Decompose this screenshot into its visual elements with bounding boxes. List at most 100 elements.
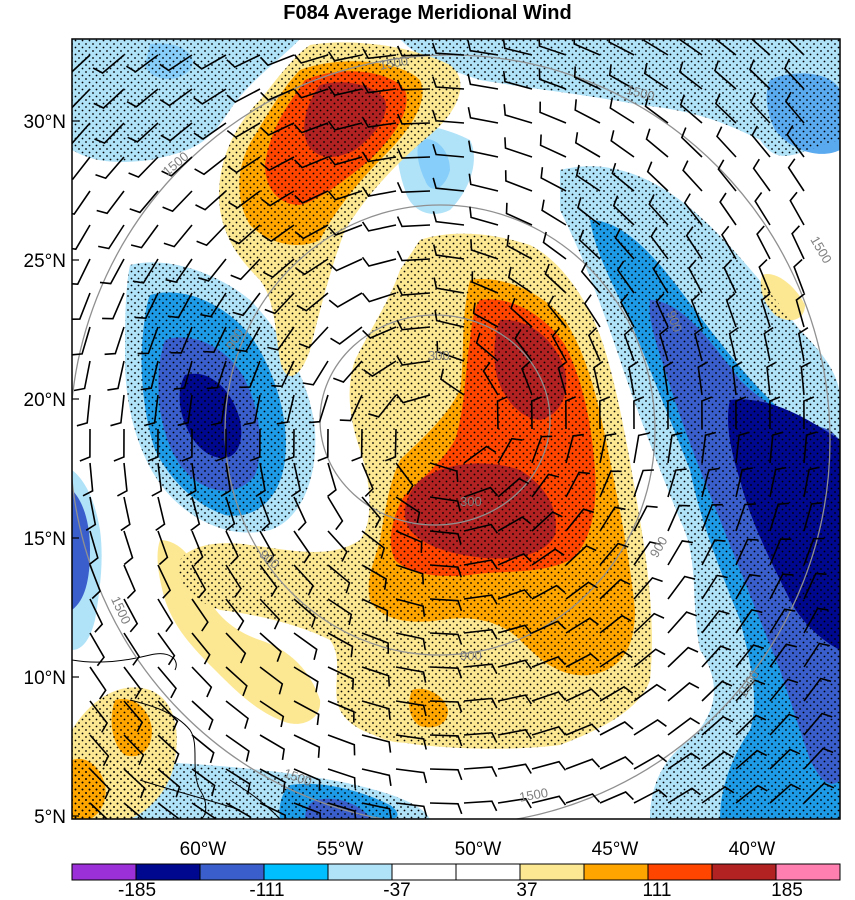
contour-label: 300	[460, 494, 482, 509]
wind-barb	[385, 428, 397, 462]
wind-barb	[73, 360, 91, 392]
wind-barb	[497, 516, 532, 532]
wind-barb	[293, 632, 318, 660]
wind-barb	[89, 564, 102, 600]
wind-barb	[565, 581, 599, 600]
wind-barb	[633, 469, 654, 498]
wind-barb	[717, 159, 737, 192]
wind-barb	[225, 768, 251, 795]
wind-barb	[76, 394, 91, 427]
wind-barb	[758, 259, 771, 294]
wind-barb	[667, 611, 697, 634]
wind-barb	[608, 39, 635, 56]
wind-barb	[155, 496, 166, 532]
wind-barb	[395, 530, 423, 553]
wind-barb	[88, 530, 99, 566]
wind-barb	[225, 564, 242, 598]
wind-barb	[361, 802, 393, 819]
wind-barb	[120, 496, 131, 532]
wind-barb	[395, 598, 426, 617]
wind-barb	[429, 768, 463, 781]
wind-barb	[226, 122, 261, 139]
wind-barb	[633, 648, 666, 668]
wind-barb	[362, 151, 397, 163]
wind-barb	[271, 360, 295, 388]
wind-barb	[531, 725, 567, 736]
lat-label-30n: 30°N	[24, 112, 66, 133]
wind-barb	[181, 428, 193, 462]
wind-barb	[362, 186, 397, 197]
wind-barb	[157, 564, 172, 599]
wind-barb	[565, 433, 584, 464]
wind-barb	[227, 190, 261, 209]
wind-barb	[735, 644, 765, 668]
wind-barb	[259, 700, 285, 728]
wind-barb	[701, 785, 735, 804]
wind-barb	[497, 437, 523, 464]
wind-barb	[531, 795, 567, 806]
wind-barb	[259, 496, 271, 532]
wind-barb	[685, 226, 703, 260]
wind-barb	[327, 496, 344, 531]
wind-barb	[599, 685, 634, 702]
wind-barb	[463, 559, 498, 570]
contour-label: 1500	[378, 53, 409, 73]
wind-barb	[697, 361, 709, 396]
wind-barb	[678, 39, 703, 56]
wind-barb	[290, 462, 302, 498]
wind-barb	[578, 229, 601, 260]
wind-barb	[93, 88, 125, 109]
wind-barb	[396, 147, 431, 159]
colorbar-swatch	[135, 863, 201, 881]
wind-barb	[317, 428, 329, 462]
wind-barb	[433, 277, 465, 294]
wind-barb	[190, 496, 201, 532]
wind-barb	[293, 564, 314, 596]
wind-barb	[763, 326, 774, 362]
wind-barb	[539, 101, 567, 124]
wind-barb	[363, 360, 397, 378]
wind-barb	[648, 194, 669, 226]
wind-barb	[293, 666, 319, 693]
wind-barb	[701, 396, 713, 430]
wind-barb	[362, 82, 397, 94]
wind-barb	[735, 431, 750, 464]
wind-barb	[429, 734, 463, 747]
wind-barb	[565, 793, 601, 804]
wind-barb	[803, 712, 833, 736]
wind-barb	[791, 225, 805, 260]
wind-barb	[619, 293, 635, 328]
wind-barb	[327, 734, 356, 756]
wind-barbs	[72, 39, 835, 819]
wind-barb	[507, 266, 533, 294]
wind-barb	[565, 544, 597, 566]
wind-barb	[395, 496, 421, 524]
wind-barb	[803, 502, 823, 532]
lat-label-10n: 10°N	[24, 668, 66, 689]
contour-label: 1500	[625, 82, 657, 104]
wind-barb	[161, 156, 193, 177]
wind-barb	[652, 259, 669, 294]
wind-barb	[89, 802, 109, 819]
wind-barb	[470, 239, 499, 260]
wind-barb	[769, 431, 784, 464]
wind-barb	[361, 768, 392, 787]
wind-barb	[327, 564, 351, 594]
wind-barb	[497, 797, 532, 809]
wind-barb	[735, 608, 763, 634]
wind-barb	[497, 728, 532, 740]
wind-barb	[538, 39, 567, 56]
wind-barb	[89, 734, 110, 767]
wind-barb	[362, 48, 397, 60]
wind-barb	[327, 120, 363, 131]
wind-barb	[769, 783, 801, 804]
wind-barb	[565, 723, 600, 736]
wind-barb	[140, 360, 159, 391]
wind-barb	[551, 327, 567, 362]
wind-barb	[327, 224, 363, 236]
wind-barb	[72, 224, 91, 251]
colorbar-label: -111	[249, 880, 284, 900]
wind-barb	[157, 632, 176, 666]
wind-barb	[226, 54, 261, 69]
colorbar-swatch	[583, 863, 649, 881]
